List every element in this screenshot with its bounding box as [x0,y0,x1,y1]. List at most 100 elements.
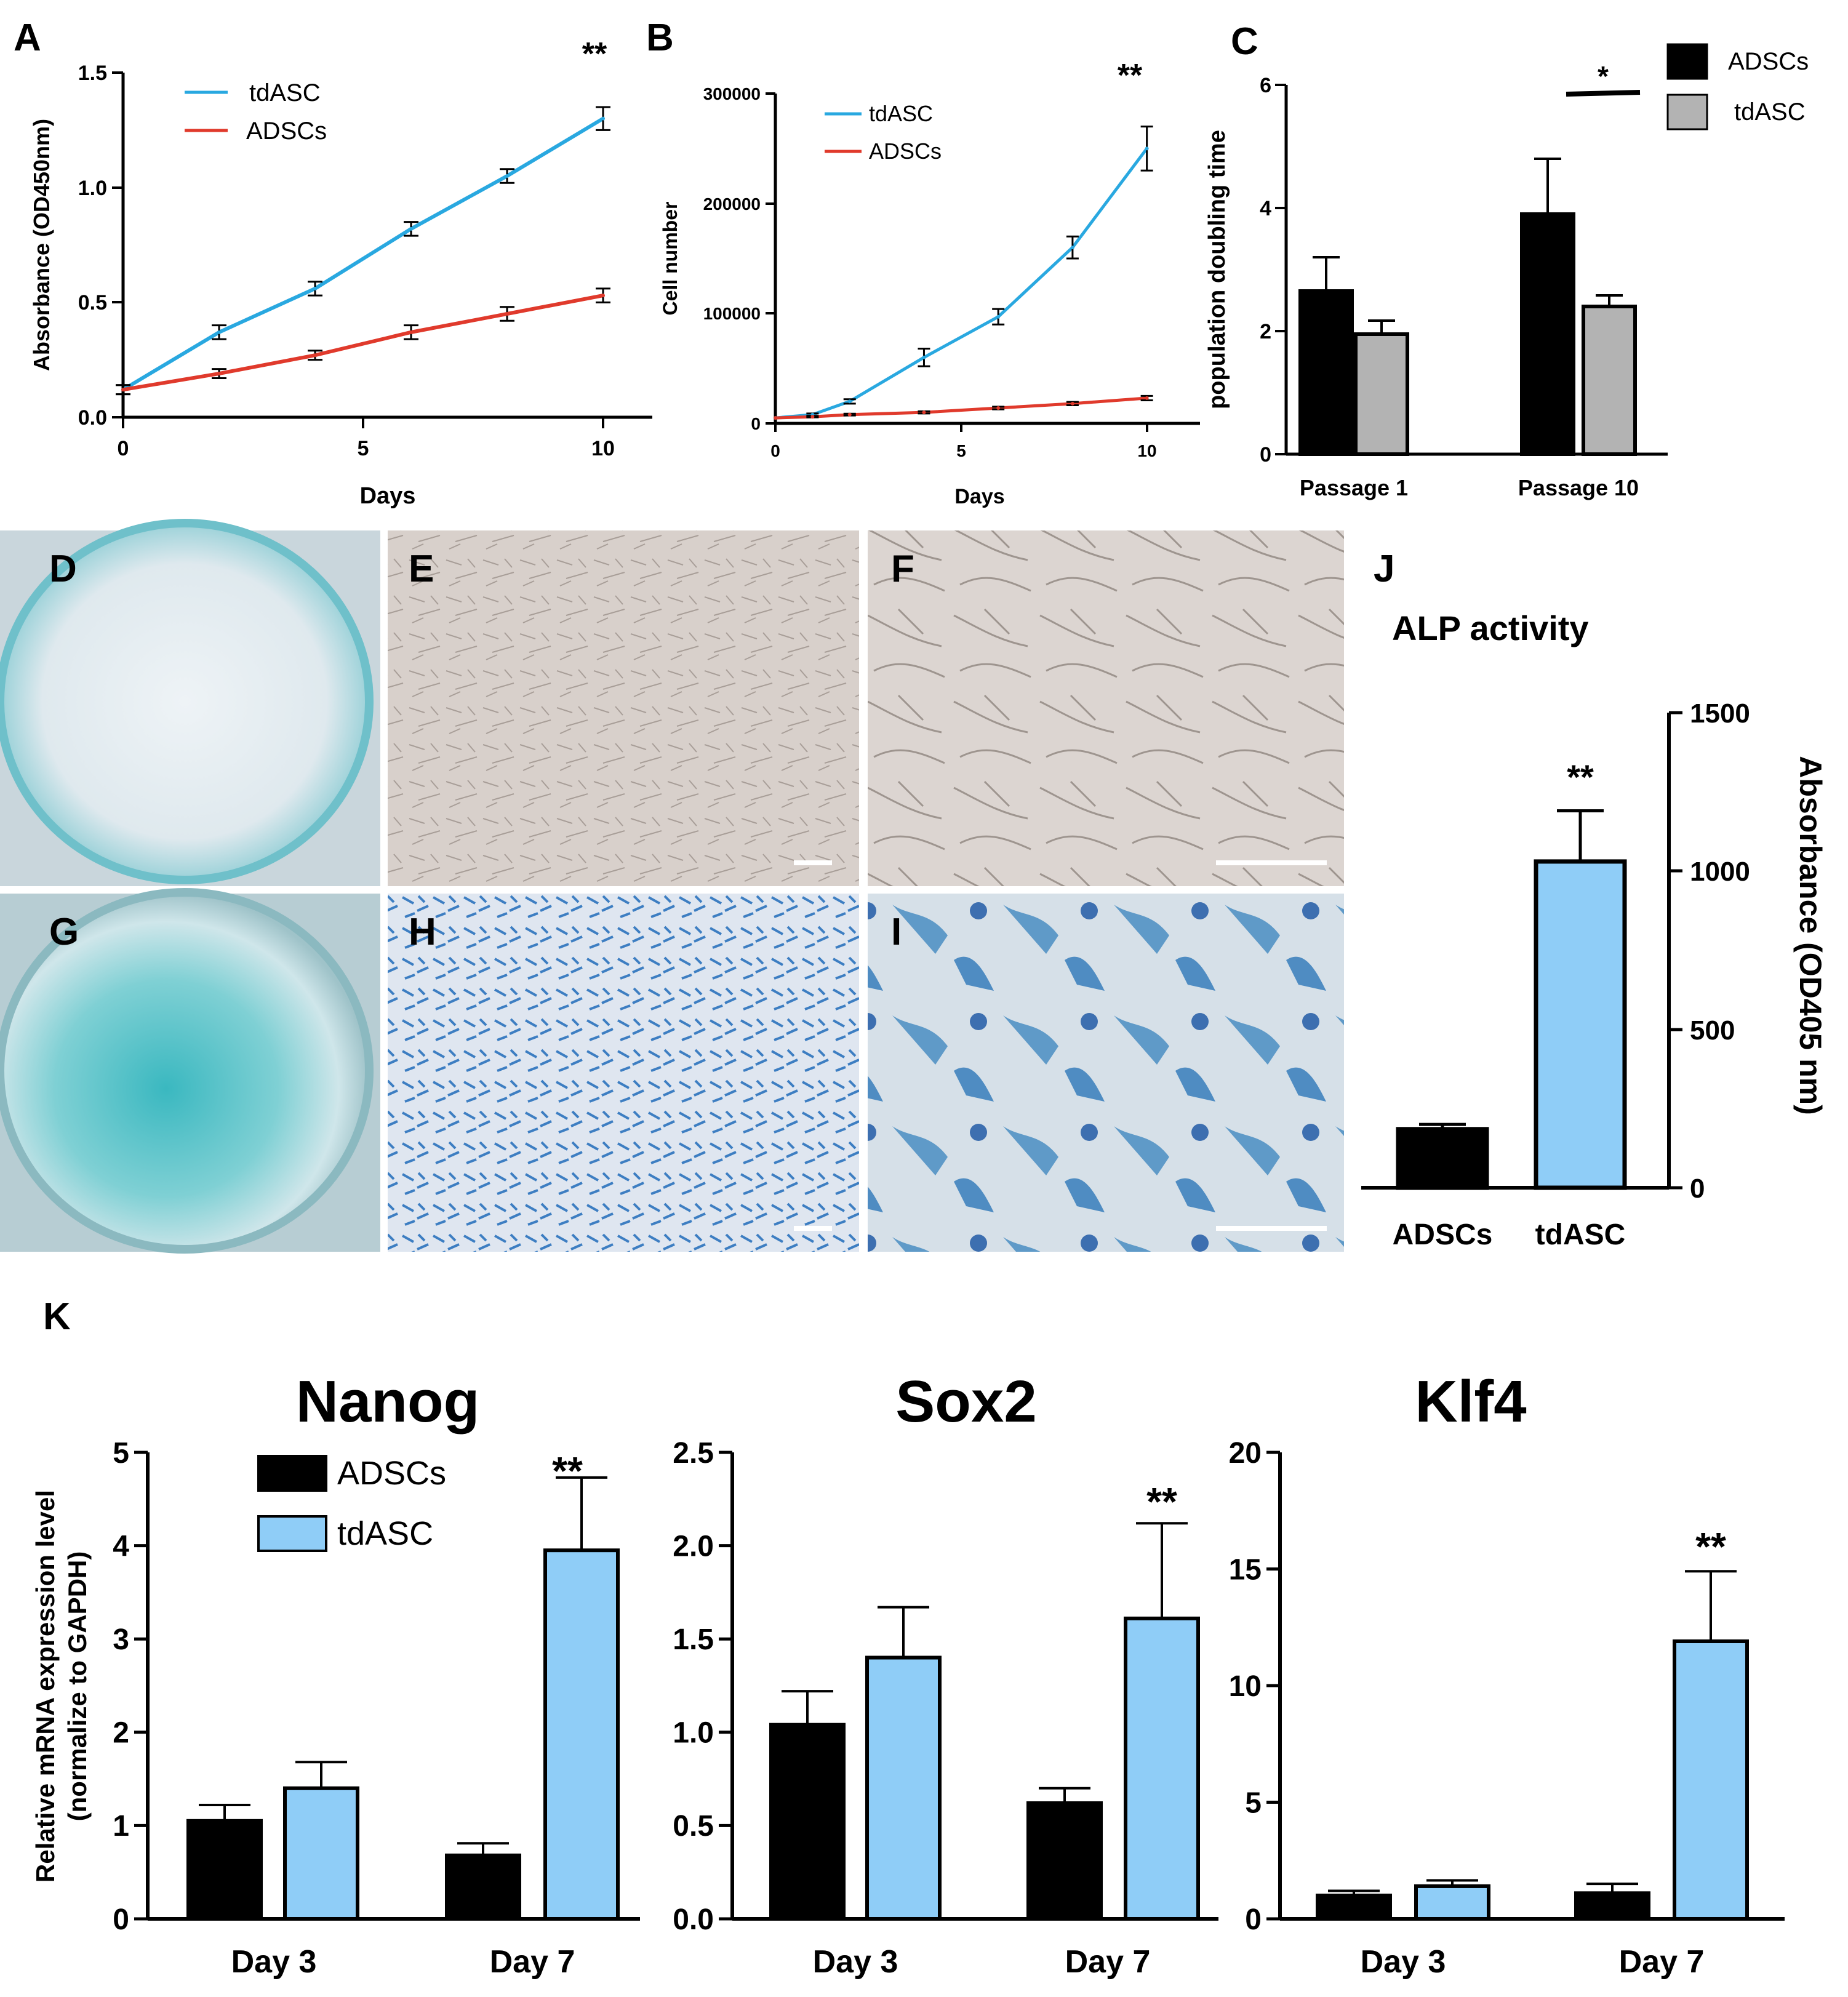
b-data-point [1070,246,1074,250]
k-title-nanog: Nanog [296,1369,480,1435]
sox2-ytick-label: 2.0 [673,1530,714,1563]
a-y-axis-label: Absorbance (OD450nm) [29,119,54,371]
micrograph-grid: D E F G H I [0,519,1344,1254]
c-y-ticks: 0 2 4 6 [1260,74,1286,466]
a-data-point [505,174,509,178]
panel-i-micrograph: I [868,894,1344,1252]
a-series-line-adscs [122,294,604,392]
b-data-point [1145,146,1149,151]
a-ytick-label: 0.0 [78,406,107,430]
j-significance: ** [1567,758,1594,796]
b-data-point [1070,401,1074,406]
c-bar-tdasc [1582,305,1637,456]
panel-b-line-chart: B 0 100000 200000 300000 0 5 10 Days Cel… [646,17,1200,508]
c-xtick-label: Passage 10 [1518,475,1639,500]
panel-f-micrograph: F [868,530,1344,886]
nanog-y-ticks: 0 1 2 3 4 5 [113,1437,148,1936]
b-legend-label-adscs: ADSCs [869,138,942,164]
k-legend-label-tdasc: tdASC [337,1515,433,1552]
a-data-point [601,116,605,121]
panel-label-k: K [43,1295,71,1338]
h-scale-bar [794,1226,832,1231]
b-data-point [774,416,777,420]
a-legend-label-tdasc: tdASC [249,79,321,106]
panel-label-d: D [49,548,77,590]
a-legend-label-adscs: ADSCs [246,118,327,145]
panel-e-micrograph: E [388,530,859,886]
nanog-bar-adscs [445,1853,521,1921]
b-plot-area [774,126,1153,420]
b-data-point [922,410,926,415]
nanog-bar-tdasc [543,1548,620,1921]
k-title-klf4: Klf4 [1415,1369,1526,1435]
panel-label-j: J [1374,548,1394,590]
nanog-bar-tdasc [283,1786,359,1921]
a-x-axis-label: Days [360,483,416,509]
sox2-bar-tdasc [865,1655,942,1921]
sox2-plot-area [769,1522,1200,1921]
b-legend: tdASC ADSCs [825,101,942,164]
j-y-ticks: 0 500 1000 1500 [1669,698,1750,1204]
panel-label-e: E [409,548,434,590]
b-ytick-label: 0 [751,414,761,433]
nanog-significance: ** [552,1449,583,1493]
panel-label-g: G [49,911,79,953]
b-y-ticks: 0 100000 200000 300000 [703,84,775,433]
b-series-line-tdasc [775,147,1148,420]
nanog-plot-area [186,1476,620,1921]
sox2-ytick-label: 0.0 [673,1903,714,1936]
nanog-bar-adscs [186,1819,263,1921]
panel-d-well-photo: D [0,519,380,886]
klf4-ytick-label: 0 [1245,1903,1262,1936]
a-data-point [505,312,509,316]
j-xtick-label: tdASC [1535,1219,1626,1251]
c-legend-swatch-adscs [1666,43,1708,80]
sox2-significance: ** [1146,1479,1177,1524]
j-plot-area [1396,809,1627,1190]
sox2-xtick-label: Day 7 [1065,1944,1151,1980]
c-ytick-label: 4 [1260,197,1271,220]
nanog-xtick-label: Day 7 [490,1944,575,1980]
panel-label-h: H [409,911,436,953]
a-data-point [409,330,413,334]
f-scale-bar [1216,860,1327,865]
klf4-bar-tdasc [1673,1639,1749,1921]
klf4-ytick-label: 10 [1229,1670,1262,1703]
b-xtick-label: 0 [770,441,780,460]
panel-label-b: B [646,17,674,59]
a-data-point [409,226,413,231]
j-title: ALP activity [1392,609,1589,647]
klf4-significance: ** [1695,1524,1726,1569]
sox2-ytick-label: 0.5 [673,1810,714,1843]
a-data-point [121,388,125,392]
j-ytick-label: 1500 [1690,698,1750,729]
a-x-ticks: 0 5 10 [118,417,615,460]
b-data-point [847,399,852,404]
klf4-bar-tdasc [1414,1884,1490,1921]
c-legend-swatch-tdasc [1666,94,1708,130]
sox2-bar-adscs [1026,1801,1103,1921]
j-bar-adscs [1396,1127,1489,1190]
klf4-bar-adscs [1574,1891,1650,1921]
sox2-ytick-label: 2.5 [673,1437,714,1470]
a-xtick-label: 0 [118,437,129,460]
b-data-point [1145,396,1149,400]
sox2-ytick-label: 1.0 [673,1717,714,1750]
panel-c-bar-chart: C 0 2 4 6 Passage 1 Passage 10 populatio… [1204,20,1809,500]
a-ytick-label: 1.5 [78,62,107,85]
nanog-ytick-label: 0 [113,1903,129,1936]
a-data-point [217,372,221,376]
b-ytick-label: 300000 [703,84,761,103]
a-data-point [313,353,317,358]
panel-label-c: C [1231,20,1258,63]
b-x-ticks: 0 5 10 [770,423,1157,460]
a-xtick-label: 10 [591,437,615,460]
c-ytick-label: 0 [1260,443,1271,466]
b-significance: ** [1118,58,1143,94]
b-data-point [996,314,1001,319]
j-ytick-label: 0 [1690,1174,1705,1204]
a-data-point [217,330,221,334]
b-data-point [810,415,815,419]
a-y-ticks: 0.0 0.5 1.0 1.5 [78,62,123,430]
b-y-axis-label: Cell number [659,202,681,316]
